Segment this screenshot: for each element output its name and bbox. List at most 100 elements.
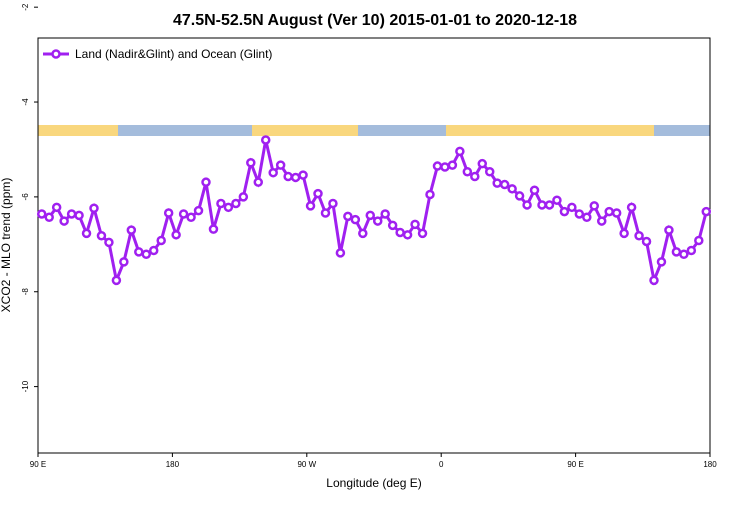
data-point <box>402 230 413 240</box>
data-point <box>604 206 614 217</box>
data-point <box>186 212 196 223</box>
data-point <box>81 228 92 239</box>
data-point <box>477 158 488 169</box>
data-point <box>626 202 637 213</box>
data-point <box>567 202 577 213</box>
y-tick-label: -8 <box>21 288 30 296</box>
land-segment <box>252 125 358 136</box>
land-segment <box>38 125 118 136</box>
data-point <box>193 205 204 216</box>
data-point <box>514 191 525 201</box>
data-point <box>641 236 652 247</box>
data-point <box>544 200 555 210</box>
data-point <box>499 179 510 190</box>
data-point <box>231 198 241 209</box>
data-point <box>156 235 166 246</box>
data-point <box>298 170 308 180</box>
y-tick-label: -4 <box>21 98 30 106</box>
land-segment <box>446 125 654 136</box>
land-ocean-strip <box>38 125 710 136</box>
data-point <box>246 157 256 168</box>
data-point <box>679 249 689 260</box>
data-point <box>462 166 473 177</box>
data-point <box>51 202 62 213</box>
data-point <box>66 209 77 219</box>
data-point <box>582 212 592 223</box>
data-point <box>253 177 264 187</box>
data-point <box>686 245 697 256</box>
data-point <box>44 212 54 223</box>
x-tick-label: 180 <box>703 460 717 469</box>
data-point <box>596 216 607 226</box>
x-axis-label: Longitude (deg E) <box>326 476 421 490</box>
data-point <box>410 219 420 230</box>
data-point <box>656 257 667 267</box>
data-point <box>343 211 353 222</box>
data-point <box>275 160 286 170</box>
ocean-segment <box>118 125 252 136</box>
data-point <box>201 177 211 187</box>
data-point <box>119 257 129 267</box>
data-point <box>358 228 368 239</box>
data-point <box>619 228 629 239</box>
data-point <box>59 216 69 226</box>
data-point <box>104 237 114 248</box>
data-point <box>148 245 159 256</box>
legend-marker <box>51 49 61 59</box>
data-point <box>694 235 704 246</box>
x-tick-label: 180 <box>166 460 180 469</box>
x-tick-label: 90 E <box>567 460 583 469</box>
data-point <box>537 200 547 210</box>
data-point <box>141 249 152 260</box>
data-point <box>611 208 622 218</box>
data-point <box>470 171 480 182</box>
data-point <box>372 216 383 226</box>
data-point <box>290 172 301 183</box>
data-point <box>425 189 435 200</box>
data-point <box>447 160 458 170</box>
data-point <box>260 135 271 145</box>
data-point <box>634 231 644 241</box>
data-point <box>522 200 532 210</box>
data-point <box>283 171 293 182</box>
chart-title: 47.5N-52.5N August (Ver 10) 2015-01-01 t… <box>173 12 577 29</box>
data-point <box>178 209 189 219</box>
data-point <box>701 206 712 217</box>
data-point <box>111 275 122 286</box>
data-point <box>552 195 562 205</box>
data-point <box>664 225 674 235</box>
data-point <box>208 224 219 234</box>
y-axis-label: XCO2 - MLO trend (ppm) <box>0 178 13 313</box>
data-point <box>484 166 495 177</box>
x-tick-label: 90 E <box>30 460 46 469</box>
data-point <box>335 248 346 258</box>
data-point <box>163 208 174 218</box>
data-point <box>455 146 465 157</box>
data-point <box>649 275 659 286</box>
data-point <box>96 231 107 241</box>
data-point <box>432 161 443 171</box>
data-point <box>365 210 376 221</box>
data-point <box>268 167 278 178</box>
data-point <box>507 184 517 194</box>
data-point <box>440 162 450 172</box>
data-point <box>126 225 137 235</box>
y-tick-label: -6 <box>21 193 30 201</box>
data-point <box>305 201 316 211</box>
data-point <box>36 209 47 219</box>
data-point <box>89 203 99 214</box>
ocean-segment <box>654 125 710 136</box>
data-point <box>380 209 390 219</box>
y-tick-label: -10 <box>21 380 30 392</box>
data-point <box>320 208 331 218</box>
data-point <box>223 202 234 213</box>
data-point <box>395 227 405 238</box>
data-point <box>238 192 249 202</box>
data-point <box>671 247 682 257</box>
data-point <box>74 210 84 221</box>
data-point <box>313 188 323 199</box>
x-tick-label: 90 W <box>297 460 316 469</box>
data-point <box>134 247 144 257</box>
plot-frame <box>37 37 711 454</box>
